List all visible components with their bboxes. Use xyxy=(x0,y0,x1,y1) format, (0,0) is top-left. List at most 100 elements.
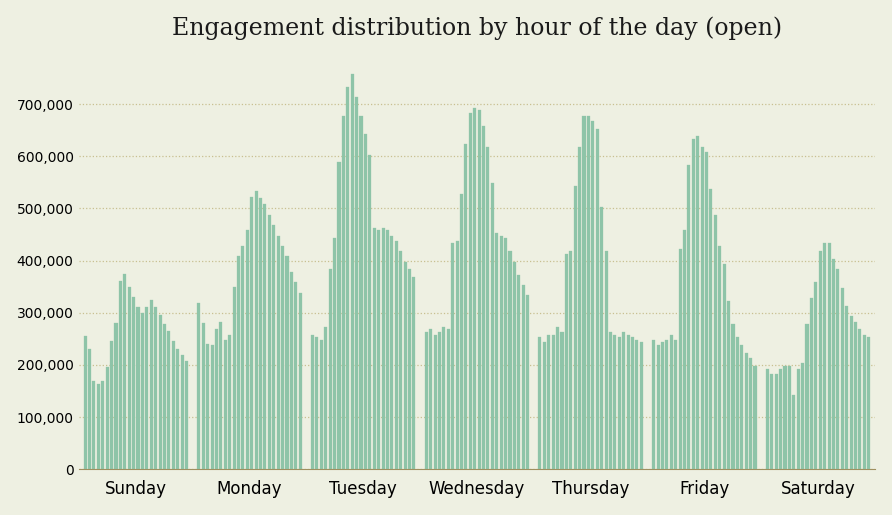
Bar xyxy=(863,335,866,469)
Bar xyxy=(359,115,362,469)
Bar xyxy=(277,235,280,469)
Bar xyxy=(84,336,87,469)
Bar xyxy=(828,243,830,469)
Bar xyxy=(696,136,699,469)
Bar xyxy=(705,152,708,469)
Bar xyxy=(692,139,695,469)
Bar xyxy=(442,327,445,469)
Bar xyxy=(456,241,458,469)
Bar xyxy=(477,110,481,469)
Bar xyxy=(219,321,222,469)
Bar xyxy=(337,162,341,469)
Bar xyxy=(176,349,179,469)
Bar xyxy=(723,264,726,469)
Bar xyxy=(522,285,524,469)
Bar xyxy=(543,342,546,469)
Bar xyxy=(783,366,787,469)
Bar xyxy=(105,368,109,469)
Bar xyxy=(373,228,376,469)
Bar xyxy=(324,327,327,469)
Bar xyxy=(412,277,416,469)
Bar xyxy=(665,340,668,469)
Bar xyxy=(237,256,240,469)
Bar xyxy=(254,191,258,469)
Bar xyxy=(206,344,210,469)
Bar xyxy=(495,233,499,469)
Bar xyxy=(119,281,122,469)
Bar xyxy=(600,207,603,469)
Bar xyxy=(145,307,148,469)
Bar xyxy=(114,323,118,469)
Bar xyxy=(473,108,476,469)
Bar xyxy=(805,324,808,469)
Bar xyxy=(491,183,494,469)
Bar xyxy=(391,235,393,469)
Bar xyxy=(202,323,205,469)
Bar xyxy=(714,215,717,469)
Bar xyxy=(451,243,454,469)
Bar xyxy=(657,345,659,469)
Bar xyxy=(560,332,564,469)
Bar xyxy=(185,361,188,469)
Bar xyxy=(215,330,218,469)
Bar xyxy=(132,297,136,469)
Bar xyxy=(342,115,345,469)
Bar xyxy=(429,330,433,469)
Bar xyxy=(159,315,161,469)
Bar xyxy=(377,230,380,469)
Bar xyxy=(460,194,463,469)
Bar xyxy=(141,313,144,469)
Bar xyxy=(272,225,276,469)
Bar xyxy=(749,358,752,469)
Bar xyxy=(482,126,485,469)
Bar xyxy=(841,288,844,469)
Bar xyxy=(500,235,503,469)
Bar xyxy=(211,345,213,469)
Bar xyxy=(465,144,467,469)
Bar xyxy=(88,349,91,469)
Bar xyxy=(736,337,739,469)
Bar xyxy=(386,230,389,469)
Bar xyxy=(228,335,231,469)
Bar xyxy=(526,296,529,469)
Bar xyxy=(709,188,713,469)
Bar xyxy=(582,115,585,469)
Bar xyxy=(154,307,157,469)
Bar xyxy=(849,316,853,469)
Bar xyxy=(364,134,367,469)
Bar xyxy=(770,374,773,469)
Bar xyxy=(233,287,235,469)
Bar xyxy=(539,337,541,469)
Bar xyxy=(640,342,643,469)
Bar xyxy=(299,293,301,469)
Bar xyxy=(614,335,616,469)
Title: Engagement distribution by hour of the day (open): Engagement distribution by hour of the d… xyxy=(172,16,782,40)
Bar xyxy=(93,381,95,469)
Bar xyxy=(774,374,778,469)
Bar xyxy=(508,251,511,469)
Bar xyxy=(569,251,573,469)
Bar xyxy=(700,147,704,469)
Bar xyxy=(797,369,800,469)
Bar xyxy=(268,215,271,469)
Bar xyxy=(197,303,201,469)
Bar xyxy=(652,340,656,469)
Bar xyxy=(574,186,577,469)
Bar xyxy=(382,228,384,469)
Bar xyxy=(123,273,127,469)
Bar xyxy=(766,369,769,469)
Bar xyxy=(618,337,621,469)
Bar xyxy=(150,300,153,469)
Bar xyxy=(626,335,630,469)
Bar xyxy=(434,335,436,469)
Bar xyxy=(731,324,734,469)
Bar xyxy=(670,335,673,469)
Bar xyxy=(504,238,508,469)
Bar xyxy=(587,115,590,469)
Bar xyxy=(661,342,664,469)
Bar xyxy=(832,259,835,469)
Bar xyxy=(403,262,407,469)
Bar xyxy=(320,340,323,469)
Bar xyxy=(447,330,450,469)
Bar xyxy=(395,241,398,469)
